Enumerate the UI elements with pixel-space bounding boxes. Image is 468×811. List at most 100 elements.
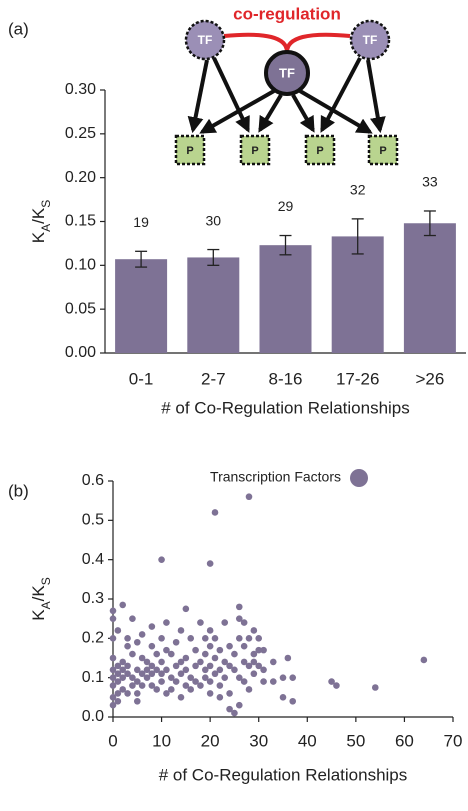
y-axis-title: KA/KS bbox=[29, 200, 53, 243]
point bbox=[192, 678, 199, 685]
point bbox=[167, 650, 175, 658]
point bbox=[163, 666, 170, 674]
point bbox=[333, 682, 340, 689]
point bbox=[129, 674, 136, 681]
point bbox=[148, 642, 156, 650]
point bbox=[197, 682, 204, 689]
point bbox=[250, 650, 258, 658]
legend-label: Transcription Factors bbox=[210, 469, 341, 485]
point bbox=[235, 635, 243, 642]
point bbox=[235, 674, 243, 681]
point bbox=[114, 697, 122, 705]
point bbox=[109, 694, 117, 701]
point bbox=[153, 650, 161, 658]
point bbox=[226, 690, 233, 697]
count-label: 29 bbox=[278, 198, 294, 214]
point bbox=[167, 674, 175, 681]
point bbox=[231, 650, 238, 658]
point bbox=[148, 670, 156, 678]
y-axis-title-part: S bbox=[39, 200, 53, 208]
point bbox=[240, 678, 248, 685]
x-tick-label: 10 bbox=[152, 731, 171, 750]
y-tick-label: 0.2 bbox=[82, 630, 104, 647]
y-tick-label: 0.30 bbox=[65, 81, 96, 98]
point bbox=[109, 682, 117, 689]
point bbox=[177, 694, 185, 701]
point bbox=[109, 701, 117, 709]
point bbox=[211, 509, 219, 516]
x-tick-label: 30 bbox=[249, 731, 268, 750]
point bbox=[226, 662, 233, 670]
point bbox=[255, 662, 263, 670]
point bbox=[201, 635, 209, 642]
count-label: 30 bbox=[206, 212, 222, 228]
count-label: 32 bbox=[350, 182, 366, 198]
count-label: 19 bbox=[133, 214, 149, 230]
point bbox=[206, 560, 214, 567]
error-bar bbox=[423, 210, 436, 237]
point bbox=[109, 666, 117, 674]
point bbox=[138, 670, 146, 678]
y-tick-label: 0.6 bbox=[82, 472, 104, 489]
point bbox=[177, 658, 185, 666]
y-axis-title-part: K bbox=[29, 609, 48, 621]
point bbox=[187, 674, 195, 681]
point bbox=[109, 615, 117, 622]
point bbox=[177, 627, 185, 634]
point bbox=[235, 603, 243, 611]
y-axis-title-part: A bbox=[39, 601, 53, 609]
point bbox=[114, 670, 122, 678]
point bbox=[114, 662, 122, 670]
p-node: P bbox=[186, 145, 193, 157]
point bbox=[245, 493, 253, 501]
point bbox=[231, 666, 238, 674]
panel-label: (b) bbox=[8, 481, 29, 500]
x-tick-label: 20 bbox=[201, 731, 220, 750]
x-tick-label: 0 bbox=[108, 731, 117, 750]
y-axis-title-part: /K bbox=[29, 207, 48, 224]
y-tick-label: 0.3 bbox=[82, 590, 104, 607]
point bbox=[211, 670, 219, 678]
point bbox=[153, 686, 161, 693]
point bbox=[182, 654, 190, 662]
point bbox=[148, 623, 156, 630]
point bbox=[255, 646, 263, 654]
y-tick-label: 0.20 bbox=[65, 169, 96, 186]
y-tick-label: 0.15 bbox=[65, 213, 96, 230]
point bbox=[163, 690, 170, 697]
x-axis-title: # of Co-Regulation Relationships bbox=[161, 398, 410, 417]
x-tick-label: 8-16 bbox=[268, 369, 302, 388]
error-bar bbox=[279, 234, 292, 256]
point bbox=[153, 666, 161, 674]
point bbox=[143, 658, 151, 666]
point bbox=[201, 650, 209, 658]
point bbox=[235, 615, 243, 622]
point bbox=[158, 658, 165, 666]
error-bar bbox=[351, 218, 364, 255]
point bbox=[192, 662, 199, 670]
bar bbox=[115, 259, 168, 353]
y-tick-label: 0.25 bbox=[65, 125, 96, 142]
y-tick-label: 0.10 bbox=[65, 257, 96, 274]
point bbox=[163, 619, 170, 626]
point bbox=[226, 642, 233, 650]
point bbox=[420, 656, 428, 664]
point bbox=[201, 674, 209, 681]
point bbox=[133, 678, 141, 685]
y-tick-label: 0.4 bbox=[82, 551, 104, 568]
tf-node: TF bbox=[279, 65, 295, 80]
bar bbox=[187, 257, 240, 353]
tf-node: TF bbox=[198, 33, 213, 47]
p-node: P bbox=[316, 145, 323, 157]
point bbox=[124, 635, 131, 642]
point bbox=[255, 635, 263, 642]
bar bbox=[331, 236, 384, 353]
point bbox=[177, 670, 185, 678]
point bbox=[133, 638, 141, 646]
y-axis-title-part: /K bbox=[29, 585, 48, 602]
y-tick-label: 0.00 bbox=[65, 344, 96, 361]
y-tick-label: 0.0 bbox=[82, 708, 104, 725]
point bbox=[158, 635, 165, 642]
point bbox=[109, 607, 117, 615]
point bbox=[114, 627, 122, 634]
